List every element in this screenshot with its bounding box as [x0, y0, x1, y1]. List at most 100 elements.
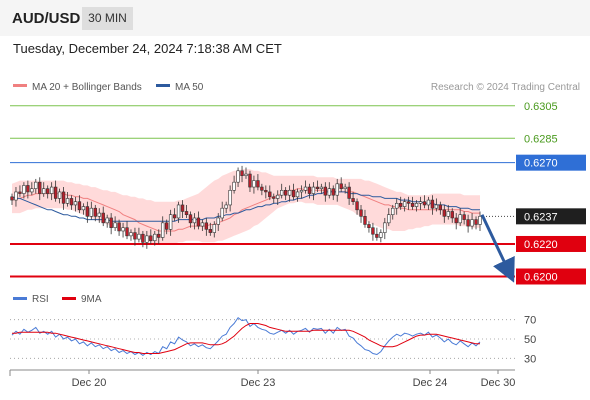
moving-averages [11, 188, 480, 232]
candle-body [228, 190, 232, 206]
candle-body [46, 188, 50, 194]
symbol-label: AUD/USD [12, 10, 81, 27]
candle-body [109, 217, 113, 229]
candle-body [363, 216, 367, 225]
candle-body [446, 211, 450, 217]
candle-body [414, 203, 419, 207]
candle-body [355, 201, 359, 211]
candle-body [430, 199, 435, 209]
candle-body [391, 207, 395, 216]
price-tag-label: 0.6200 [524, 271, 558, 283]
candle-body [38, 181, 42, 194]
candle-body [339, 183, 343, 189]
candle-body [395, 203, 399, 209]
candle-body [89, 207, 94, 217]
candle-body [121, 227, 125, 232]
timeframe-button[interactable]: 30 MIN [82, 7, 133, 30]
candle-body [188, 214, 193, 224]
candle-body [216, 217, 220, 225]
candle-body [252, 180, 256, 188]
price-tag-0.6285: 0.6285 [524, 133, 558, 145]
candle-body [97, 212, 101, 217]
candle-body [192, 217, 197, 224]
candle-body [65, 198, 70, 204]
ma20-legend-label: MA 20 + Bollinger Bands [32, 82, 142, 93]
candle-body [260, 186, 264, 191]
candle-body [137, 233, 141, 240]
candle-body [283, 190, 288, 196]
candle-body [69, 198, 74, 206]
x-tick-label: Dec 23 [241, 377, 276, 389]
candle-body [93, 207, 97, 217]
candle-body [212, 224, 216, 233]
candle-body [311, 186, 316, 194]
candle-body [303, 186, 308, 191]
candle-body [141, 233, 145, 243]
ma50-line [11, 191, 480, 222]
candle-body [323, 186, 328, 196]
candle-body [61, 191, 66, 204]
header-bar: AUD/USD 30 MIN [0, 0, 590, 36]
candle-body [34, 181, 38, 189]
bollinger-band-area [12, 169, 480, 244]
candle-body [454, 217, 458, 224]
forecast-arrow [480, 214, 515, 283]
candle-body [224, 204, 228, 209]
candle-body [30, 188, 34, 193]
candle-body [101, 212, 105, 224]
candle-body [42, 188, 46, 194]
candle-body [200, 222, 205, 227]
candle-body [77, 201, 82, 211]
candle-body [347, 186, 351, 199]
candle-body [331, 188, 335, 196]
ma20-legend-swatch [13, 84, 27, 87]
candle-body [153, 233, 157, 242]
candle-body [133, 232, 137, 240]
candle-body [375, 233, 379, 238]
candle-body [240, 170, 244, 176]
candle-body [272, 196, 276, 199]
datetime-label: Tuesday, December 24, 2024 7:18:38 AM CE… [13, 41, 282, 56]
candle-body [295, 191, 300, 198]
candle-body [442, 209, 446, 217]
candle-body [53, 186, 58, 199]
candle-body [172, 214, 177, 219]
candle-body [402, 201, 407, 207]
candle-body [125, 227, 129, 237]
candle-body [149, 235, 153, 242]
candle-body [291, 190, 296, 198]
candle-body [81, 206, 86, 211]
candle-body [434, 204, 439, 209]
candle-body [383, 222, 387, 233]
price-tag-0.6237: 0.6237 [516, 208, 586, 225]
bollinger-band [12, 169, 480, 244]
candle-body [220, 207, 224, 219]
rsi-ma9-line [12, 323, 480, 354]
rsi-legend-label: RSI [32, 294, 49, 305]
candle-body [315, 186, 320, 189]
candle-body [161, 222, 165, 238]
candle-body [367, 224, 371, 229]
candle-body [474, 219, 478, 225]
candle-body [438, 204, 443, 211]
ma20-line [11, 188, 480, 232]
candle-body [466, 219, 470, 227]
price-tags: 0.6305 0.6285 0.6270 0.6237 0.6220 0.6200 [516, 101, 586, 285]
price-tag-box [516, 208, 586, 225]
candle-body [335, 183, 339, 196]
candle-body [196, 217, 201, 227]
candle-body [184, 211, 189, 216]
candle-body [406, 201, 411, 204]
candle-body [26, 185, 30, 193]
candle-body [49, 186, 54, 194]
candle-body [379, 232, 383, 238]
candle-body [268, 191, 272, 198]
candle-body [387, 214, 391, 224]
candle-body [232, 181, 236, 191]
price-tag-0.6220: 0.6220 [516, 235, 586, 252]
candle-body [208, 229, 212, 233]
candle-body [18, 191, 22, 194]
rsi-tick-label: 70 [524, 315, 536, 327]
forecast-arrow-line [480, 214, 515, 283]
